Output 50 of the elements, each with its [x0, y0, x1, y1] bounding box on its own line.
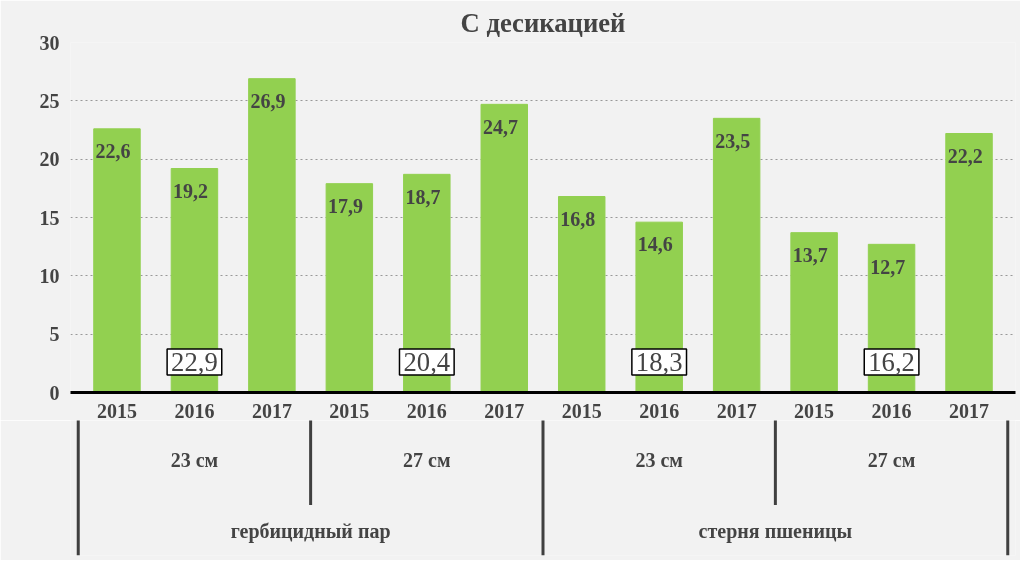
data-label: 24,7	[482, 115, 518, 138]
x-tick-label: 2016	[174, 399, 215, 422]
x-tick-label: 2015	[561, 399, 602, 422]
data-label: 23,5	[715, 129, 751, 152]
data-label: 17,9	[327, 194, 363, 217]
bar	[557, 196, 606, 393]
annotation: 18,3	[635, 347, 683, 377]
annotation: 22,9	[171, 347, 218, 377]
text: 23 см	[635, 449, 683, 472]
bar	[712, 117, 761, 393]
bar	[945, 133, 993, 393]
data-label: 19,2	[173, 179, 209, 202]
x-tick-label: 2016	[639, 399, 680, 422]
y-tick-label: 25	[39, 89, 60, 112]
y-tick-label: 30	[39, 31, 60, 54]
x-tick-label: 2017	[716, 399, 757, 422]
text: 23 см	[170, 449, 219, 472]
data-label: 13,7	[792, 243, 828, 266]
text: 27 см	[403, 449, 451, 472]
data-label: 26,9	[250, 89, 286, 112]
text: гербицидный пар	[230, 520, 391, 543]
data-label: 14,6	[637, 233, 673, 256]
x-tick-label: 2016	[406, 399, 447, 422]
data-label: 18,7	[405, 185, 441, 208]
chart-title: С десикацией	[460, 7, 626, 38]
bar	[248, 78, 296, 393]
y-tick-label: 20	[39, 148, 60, 171]
x-tick-label: 2017	[949, 399, 990, 422]
y-tick-label: 5	[49, 323, 60, 346]
text: 27 см	[867, 449, 916, 472]
x-tick-label: 2016	[871, 399, 912, 422]
annotation: 20,4	[403, 347, 451, 377]
data-label: 22,2	[947, 144, 983, 167]
bar	[93, 128, 141, 393]
data-label: 16,8	[560, 207, 596, 230]
bar	[790, 232, 838, 393]
y-tick-label: 15	[39, 206, 60, 229]
bar	[325, 183, 374, 393]
text: стерня пшеницы	[698, 520, 853, 543]
x-tick-label: 2017	[484, 399, 525, 422]
x-tick-label: 2017	[251, 399, 292, 422]
bar	[480, 103, 529, 393]
annotation: 16,2	[868, 347, 915, 377]
x-tick-label: 2015	[329, 399, 370, 422]
x-tick-label: 2015	[96, 399, 137, 422]
y-tick-label: 0	[49, 381, 60, 404]
data-label: 12,7	[870, 255, 906, 278]
y-tick-label: 10	[39, 264, 60, 287]
x-tick-label: 2015	[794, 399, 835, 422]
data-label: 22,6	[95, 140, 131, 162]
